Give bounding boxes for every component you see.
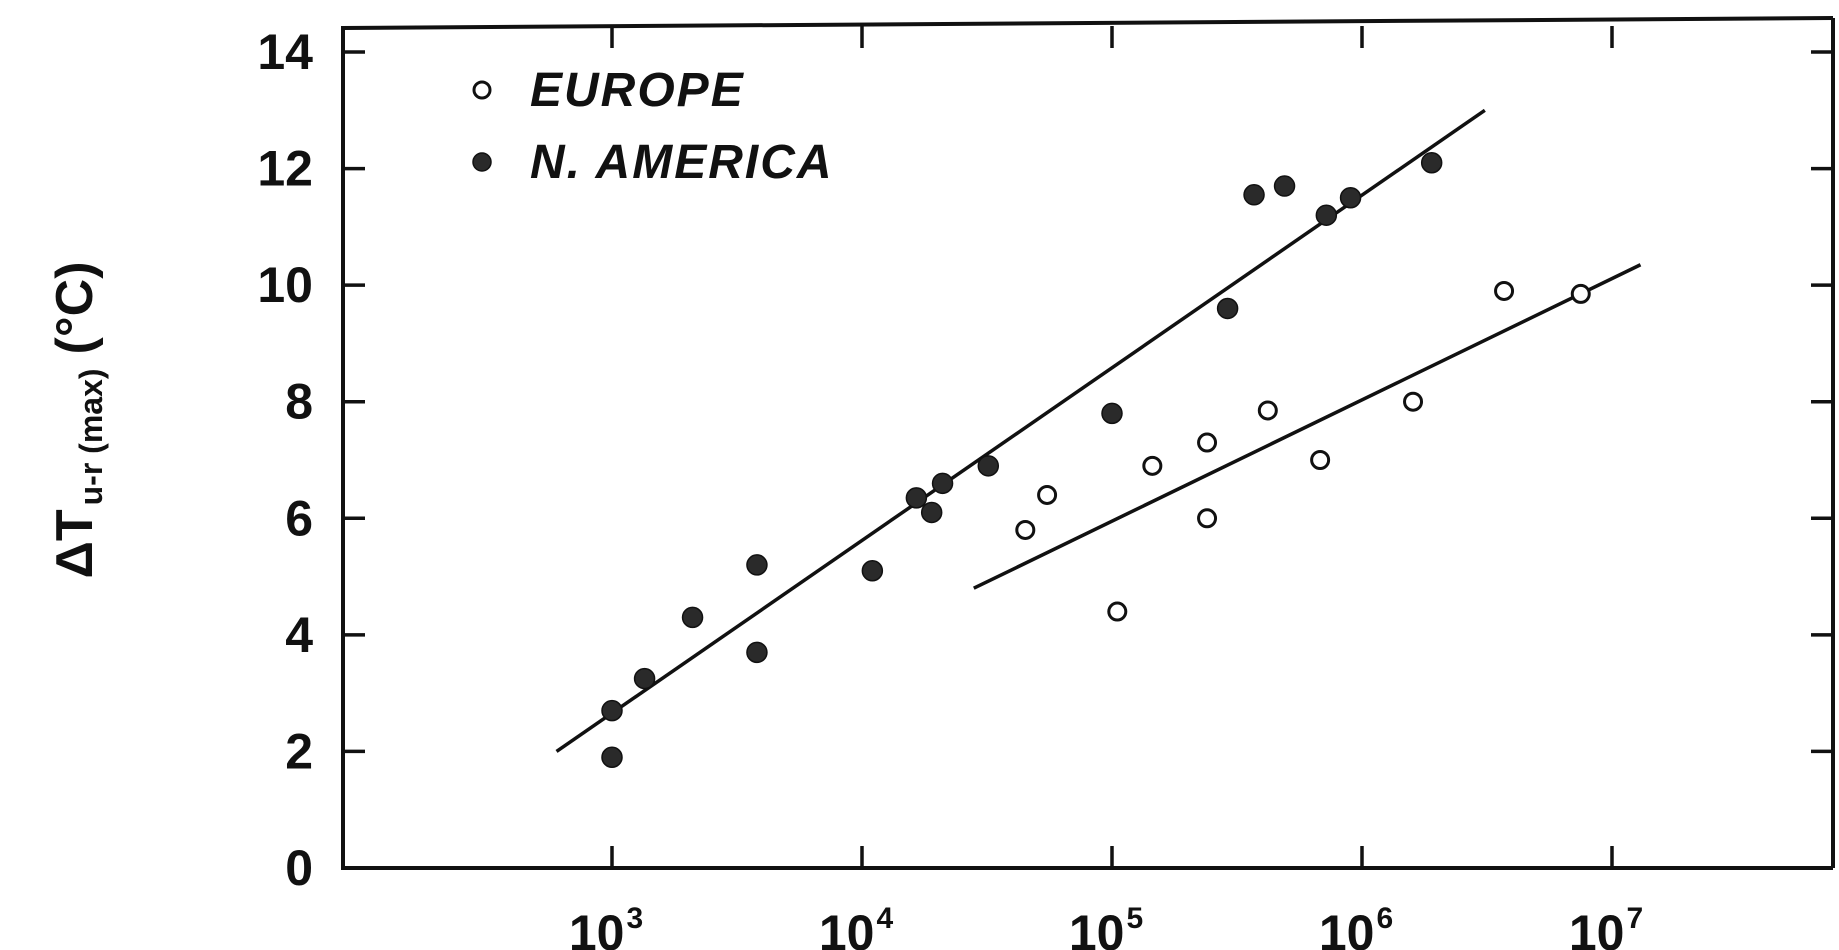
axes: 0 2 4 6 8 10 12 14 103 104 105 106 107 xyxy=(257,16,1835,950)
europe-point xyxy=(1142,455,1163,476)
n-america-point xyxy=(746,554,768,576)
y-axis-label: ΔTu-r (max)(°C) xyxy=(46,261,109,578)
legend-europe-label: EUROPE xyxy=(530,64,745,117)
n-america-point xyxy=(977,455,1000,477)
x-tick-label: 106 xyxy=(1319,902,1393,950)
x-tick-label: 103 xyxy=(569,902,643,950)
legend-n-america-marker xyxy=(472,152,492,172)
europe-fit-line xyxy=(973,263,1642,590)
y-tick-label: 12 xyxy=(257,141,313,197)
n-america-point xyxy=(861,559,884,582)
europe-point xyxy=(1107,601,1128,622)
x-tick-label: 105 xyxy=(1069,902,1143,950)
n-america-point xyxy=(633,667,656,690)
n-america-point xyxy=(681,606,704,629)
europe-point xyxy=(1015,519,1036,540)
europe-point xyxy=(1037,484,1058,505)
europe-point xyxy=(1494,280,1515,301)
n-america-point xyxy=(1101,402,1123,425)
europe-point xyxy=(1403,391,1424,412)
y-tick-label: 10 xyxy=(257,257,313,313)
n-america-point xyxy=(1420,151,1443,174)
n-america-point xyxy=(1315,204,1338,226)
y-tick-label: 0 xyxy=(285,840,313,896)
legend: EUROPE N. AMERICA xyxy=(472,64,834,189)
n-america-point xyxy=(1243,184,1265,206)
x-tick-label: 104 xyxy=(819,902,894,950)
n-america-point xyxy=(905,487,928,509)
data-points xyxy=(601,151,1591,769)
n-america-point xyxy=(746,641,768,664)
n-america-point xyxy=(1339,186,1362,209)
europe-point xyxy=(1197,508,1218,529)
europe-point xyxy=(1570,283,1591,304)
fit-lines xyxy=(555,108,1642,753)
europe-point xyxy=(1197,432,1218,453)
n-america-point xyxy=(920,501,943,524)
y-tick-label: 8 xyxy=(285,374,313,430)
n-america-point xyxy=(1273,175,1296,197)
legend-n-america-label: N. AMERICA xyxy=(530,136,834,189)
y-tick-label: 14 xyxy=(257,24,313,80)
europe-point xyxy=(1310,450,1331,470)
x-tick-label: 107 xyxy=(1569,902,1643,950)
n-america-point xyxy=(1216,297,1239,320)
europe-point xyxy=(1257,400,1278,421)
y-tick-label: 2 xyxy=(285,723,313,779)
y-tick-label: 4 xyxy=(285,607,313,663)
n-america-point xyxy=(601,746,623,769)
legend-europe-marker xyxy=(472,80,492,100)
n-america-point xyxy=(931,472,954,495)
n-america-point xyxy=(601,699,623,722)
top-frame-line xyxy=(342,16,1834,30)
y-tick-label: 6 xyxy=(285,490,313,546)
y-axis-title: ΔTu-r (max)(°C) xyxy=(46,261,109,578)
